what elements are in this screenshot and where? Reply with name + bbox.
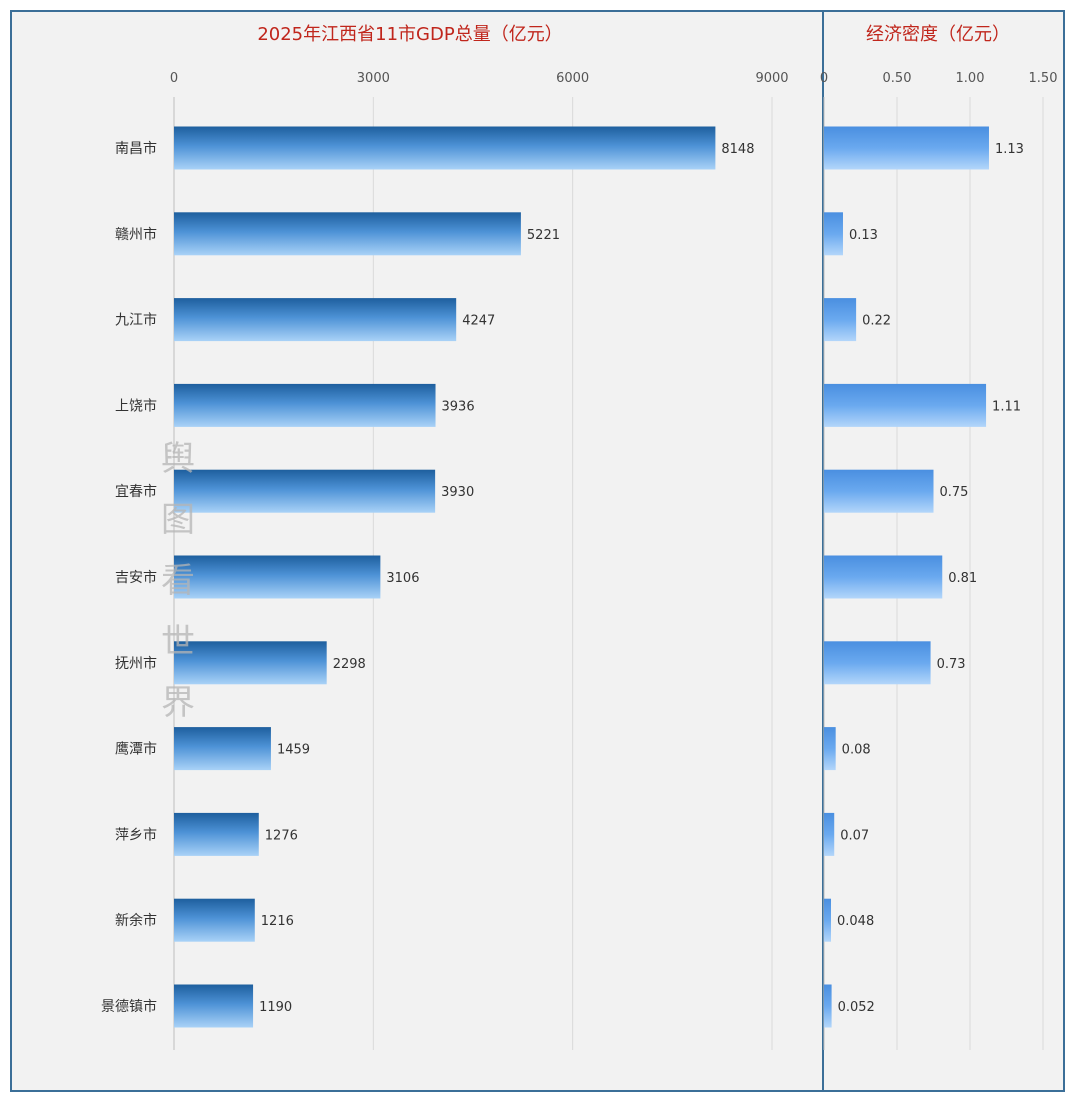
gdp-value-label: 1190 <box>259 1000 292 1015</box>
category-label: 赣州市 <box>115 226 157 243</box>
gdp-bar <box>174 727 271 771</box>
density-chart-title: 经济密度（亿元） <box>866 24 1010 45</box>
gdp-bar <box>174 126 716 170</box>
gdp-value-label: 5221 <box>527 228 560 243</box>
gdp-chart-title: 2025年江西省11市GDP总量（亿元） <box>257 24 562 45</box>
gdp-value-label: 8148 <box>721 142 754 157</box>
density-bar <box>824 641 931 685</box>
density-bar <box>824 383 987 427</box>
gdp-value-label: 3106 <box>386 571 419 586</box>
gdp-bar <box>174 898 255 942</box>
gdp-bar <box>174 469 436 513</box>
density-value-label: 1.11 <box>992 399 1021 414</box>
category-label: 南昌市 <box>115 140 157 157</box>
gdp-tick-label: 9000 <box>755 71 788 86</box>
density-value-label: 0.81 <box>948 571 977 586</box>
gdp-value-label: 4247 <box>462 314 495 329</box>
category-label: 宜春市 <box>115 483 157 500</box>
watermark-char: 界 <box>161 683 195 723</box>
watermark-char: 世 <box>161 622 195 662</box>
density-bar <box>824 555 943 599</box>
gdp-bar <box>174 298 457 342</box>
category-label: 吉安市 <box>115 569 157 586</box>
gdp-bar <box>174 984 254 1028</box>
density-value-label: 0.13 <box>849 228 878 243</box>
category-label: 抚州市 <box>115 655 157 672</box>
density-value-label: 0.75 <box>940 485 969 500</box>
gdp-value-label: 1276 <box>265 828 298 843</box>
density-value-label: 0.052 <box>838 1000 875 1015</box>
category-label: 景德镇市 <box>101 998 157 1015</box>
gdp-bar <box>174 383 436 427</box>
gdp-tick-label: 3000 <box>357 71 390 86</box>
density-bar <box>824 984 832 1028</box>
density-value-label: 1.13 <box>995 142 1024 157</box>
density-bar <box>824 812 835 856</box>
category-label: 萍乡市 <box>115 826 157 843</box>
density-bar <box>824 469 934 513</box>
gdp-value-label: 1459 <box>277 743 310 758</box>
gdp-bar <box>174 555 381 599</box>
gdp-tick-label: 6000 <box>556 71 589 86</box>
gdp-tick-label: 0 <box>170 71 178 86</box>
category-label: 九江市 <box>115 312 157 329</box>
gdp-value-label: 3930 <box>441 485 474 500</box>
density-bar <box>824 298 857 342</box>
density-tick-label: 0 <box>820 71 828 86</box>
density-tick-label: 1.00 <box>956 71 985 86</box>
density-value-label: 0.048 <box>837 914 874 929</box>
watermark-char: 看 <box>161 561 195 601</box>
gdp-bar <box>174 641 327 685</box>
gdp-bar <box>174 212 521 256</box>
density-bar <box>824 126 989 170</box>
gdp-value-label: 1216 <box>261 914 294 929</box>
category-label: 鹰潭市 <box>115 741 157 758</box>
watermark-char: 舆 <box>161 439 195 479</box>
density-value-label: 0.73 <box>937 657 966 672</box>
density-value-label: 0.07 <box>840 828 869 843</box>
density-tick-label: 0.50 <box>883 71 912 86</box>
density-value-label: 0.08 <box>842 743 871 758</box>
density-tick-label: 1.50 <box>1029 71 1058 86</box>
category-label: 新余市 <box>115 912 157 929</box>
density-value-label: 0.22 <box>862 314 891 329</box>
density-bar <box>824 212 843 256</box>
gdp-value-label: 3936 <box>442 399 475 414</box>
category-label: 上饶市 <box>115 397 157 414</box>
density-bar <box>824 727 836 771</box>
gdp-value-label: 2298 <box>333 657 366 672</box>
watermark-char: 图 <box>161 500 195 540</box>
density-bar <box>824 898 832 942</box>
gdp-bar <box>174 812 259 856</box>
